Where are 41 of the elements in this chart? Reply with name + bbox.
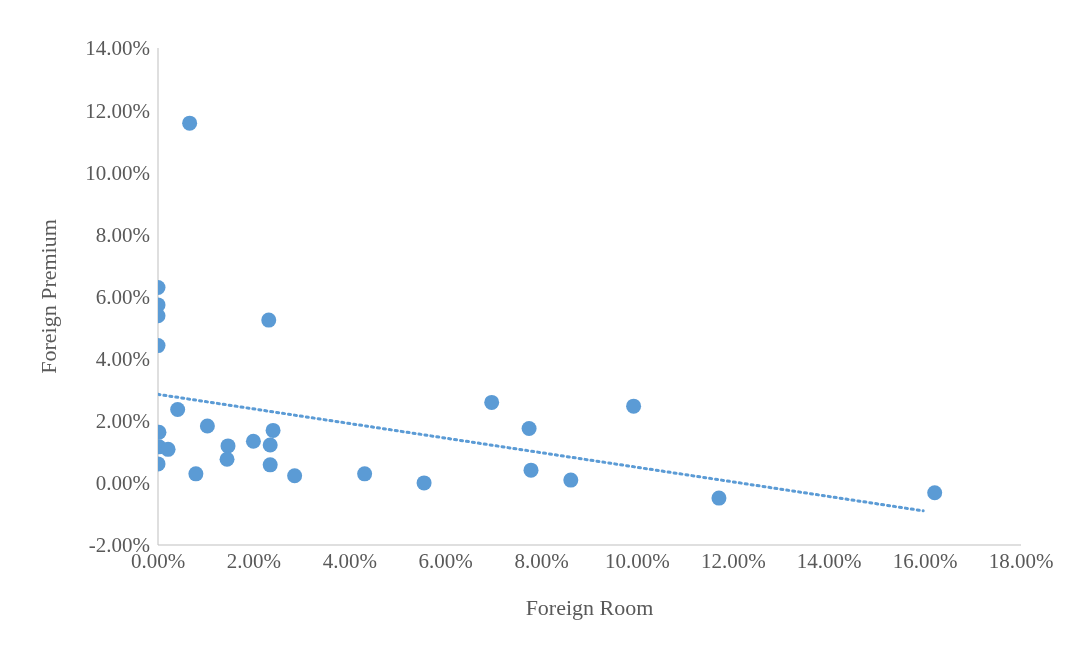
x-tick-label: 14.00% (796, 548, 862, 573)
point (199, 418, 215, 434)
x-tick-label: 2.00% (226, 548, 282, 573)
point (261, 312, 277, 328)
point (262, 457, 278, 473)
point (188, 466, 204, 482)
point (287, 468, 303, 484)
y-tick-label: 8.00% (95, 222, 150, 247)
y-tick-label: 10.00% (85, 160, 150, 185)
y-axis-title: Foreign Premium (35, 219, 61, 374)
point (182, 115, 198, 131)
point (626, 398, 642, 414)
y-tick-label: 0.00% (95, 471, 150, 496)
x-tick-label: 4.00% (322, 548, 377, 573)
point (245, 433, 261, 449)
point (521, 421, 537, 437)
point (563, 472, 579, 488)
point (160, 441, 176, 457)
point (357, 466, 373, 482)
point (262, 437, 278, 453)
x-tick-label: 10.00% (605, 548, 670, 573)
x-tick-label: 16.00% (892, 548, 958, 573)
point (170, 402, 186, 418)
y-tick-label: 2.00% (95, 409, 150, 434)
x-tick-label: 8.00% (514, 548, 569, 573)
x-axis-title: Foreign Room (525, 595, 654, 620)
point (927, 485, 943, 501)
point (416, 475, 432, 491)
point (523, 462, 539, 478)
point (265, 422, 281, 438)
point (219, 451, 235, 467)
point (711, 490, 727, 506)
point (220, 438, 236, 454)
point (484, 394, 500, 410)
y-tick-label: 6.00% (95, 284, 150, 309)
x-tick-label: 6.00% (418, 548, 473, 573)
y-tick-label: 4.00% (95, 347, 150, 372)
x-tick-label: 18.00% (988, 548, 1054, 573)
x-tick-label: 12.00% (700, 548, 766, 573)
y-tick-label: 12.00% (85, 98, 150, 123)
y-tick-label: 14.00% (85, 36, 150, 61)
